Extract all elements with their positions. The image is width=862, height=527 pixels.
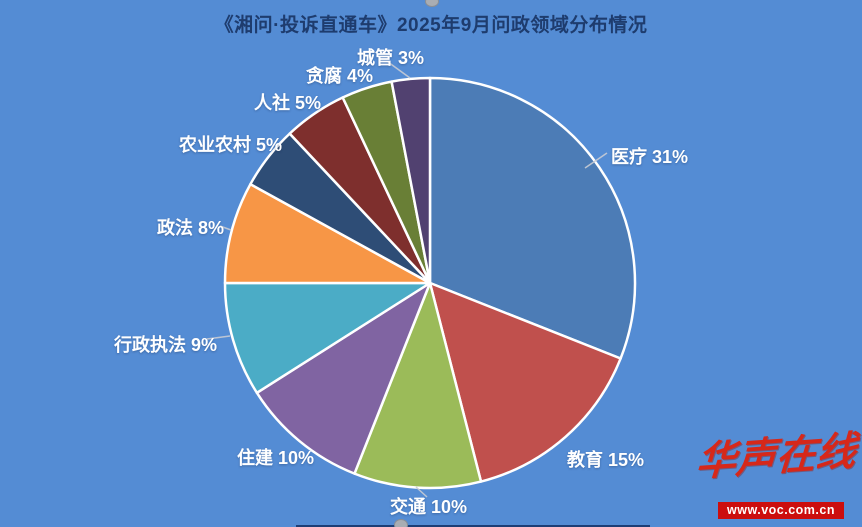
slice-label-4: 行政执法 9% xyxy=(114,335,218,355)
leader-line-0 xyxy=(584,152,608,169)
leader-line-4 xyxy=(206,335,231,340)
slice-label-0: 医疗 31% xyxy=(611,147,689,167)
slice-label-8: 贪腐 4% xyxy=(306,66,374,86)
slice-label-7: 人社 5% xyxy=(254,93,322,113)
slice-label-1: 教育 15% xyxy=(567,450,645,470)
pie-slice-9[interactable] xyxy=(390,76,432,285)
chart-title: 《湘问·投诉直通车》2025年9月问政领域分布情况 xyxy=(214,15,648,36)
slice-label-2: 交通 10% xyxy=(390,497,468,517)
slice-label-9: 城管 3% xyxy=(357,48,425,68)
slice-label-6: 农业农村 5% xyxy=(179,135,283,155)
watermark: 华声在线 www.voc.com.cn xyxy=(695,427,858,521)
leader-line-2 xyxy=(415,486,428,498)
watermark-url: www.voc.com.cn xyxy=(718,502,844,519)
huasheng-online-logo: 华声在线 xyxy=(694,427,858,486)
pie-slice-0[interactable] xyxy=(428,76,637,360)
pie-slice-4[interactable] xyxy=(223,281,432,395)
pie-slice-1[interactable] xyxy=(428,281,622,483)
leader-line-5 xyxy=(219,225,232,231)
selection-handle-bottom[interactable] xyxy=(394,519,408,527)
slice-label-3: 住建 10% xyxy=(237,448,315,468)
pie-slice-5[interactable] xyxy=(223,182,432,285)
selection-handle-top[interactable] xyxy=(425,0,439,7)
leader-line-9 xyxy=(387,61,411,79)
slice-label-5: 政法 8% xyxy=(157,218,225,238)
chart-frame-bottom-edge xyxy=(296,525,650,527)
pie-slice-3[interactable] xyxy=(255,281,432,475)
